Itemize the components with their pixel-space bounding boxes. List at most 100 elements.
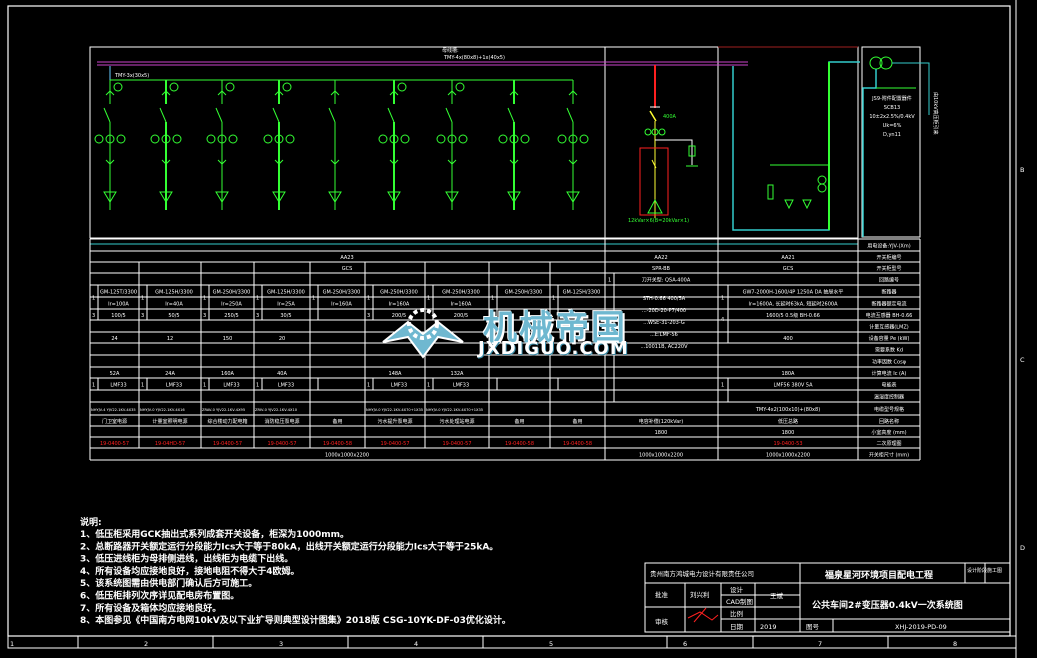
feeder-9 [557,80,589,210]
circuit-name: 综合楼动力配电箱 [207,418,247,425]
current-transformer-icon [150,134,160,144]
note-item: 6、低压柜排列次序详见配电房布置图。 [80,590,239,602]
current-transformer-icon [400,134,410,144]
breaker-rating: Ir=160A [331,301,352,307]
circuit-name: 低压总路 [778,418,798,425]
system-table: 用电设备:YJV-(Xm) 开关柜编号开关柜型号回路编号断路器断路器额定电流电流互… [89,238,921,461]
title-block [644,562,1011,633]
ct-ratio: 1600/5 0.5级 BH-0.66 [766,312,820,319]
schematic-frame [89,46,921,239]
breaker-model: GM-125H/3300 [155,289,193,295]
note-item: 1、低压柜采用GCK抽出式系列成套开关设备，柜深为1000mm。 [80,528,349,540]
zone-label-bottom: 4 [414,640,418,648]
compartment-height: 1800 [655,430,668,436]
circuit-name: 电容补偿(120kVar) [639,418,684,425]
cabinet-size: 1000x1000x2200 [325,452,369,458]
zone-label-bottom: 5 [549,640,553,648]
ct-ratio: 50/5 [168,313,179,319]
breaker-model: GM-125H/3300 [563,289,601,295]
calculated-current: 132A [451,371,465,377]
row-label: 开关柜型号 [876,265,901,272]
cad-label: CAD制图 [726,597,753,606]
circuit-name: 污水提升泵电源 [377,418,412,425]
energy-meter: LMF33 [278,382,294,388]
busbar-spec: TMY-4x(80x8)+1x(40x5) [443,55,505,61]
ct-qty: 4 [721,317,724,323]
row-label: 小室高度 (mm) [871,429,906,436]
zone-label-right: B [1020,166,1024,174]
installed-capacity: 400 [783,336,793,342]
cable-spec: TMY-4x2(100x10)+(80x8) [755,407,820,413]
row-label: 回路名称 [879,418,899,425]
feeder-7 [436,80,468,210]
row-label: 计算电流 Ic (A) [872,370,907,377]
review-label: 审核 [655,617,669,626]
calculated-current: 180A [782,371,796,377]
switch-icon [215,107,223,123]
capacitor-detail: ...10011B, AC220V [640,344,688,350]
ct-ratio: 200/5 [392,313,406,319]
current-transformer-icon [116,134,126,144]
switch-icon [445,107,453,123]
current-transformer-icon [557,134,567,144]
current-transformer-icon [498,134,508,144]
project-name: 福泉星河环境项目配电工程 [824,569,933,581]
table-grid [89,238,921,461]
breaker-model: GM-125H/3300 [267,289,305,295]
switch-icon [159,107,167,123]
current-transformer-icon [217,134,227,144]
meter-qty: 1 [141,382,144,388]
capacitor-detail: ...E:LMF-56 [650,332,678,338]
breaker-qty: 1 [367,295,370,301]
ammeter-icon [282,82,292,92]
plug-icon [217,90,227,96]
breaker-model: GM-250H/3300 [380,289,418,295]
cabinet-number: AA23 [340,255,353,261]
current-transformer-icon [94,134,104,144]
current-transformer-icon [447,134,457,144]
plug-icon [161,90,171,96]
approver-name: 刘兴利 [690,590,710,599]
row-label: 断路器额定电流 [871,300,906,307]
secondary-diagram: 19-0400-58 [563,441,592,447]
cabinet-type: GCS [783,266,794,272]
cable-spec: NHYJV-0 YJV22-1KV-4X16 [140,408,185,412]
breaker-qty: 1 [552,295,555,301]
circuit-name: 备用 [514,418,524,425]
breaker-qty: 1 [491,295,494,301]
breaker-rating: Ir=250A [221,301,242,307]
transformer-feed-label: 由10kV高压柜引来 [932,92,939,135]
cable-spec: NHYJV-0 YJV22-1KV-4X70+1X35 [426,408,483,412]
plug-icon [568,90,578,96]
designer-name: 王斌 [770,591,784,600]
row-label: 开关柜编号 [876,254,901,261]
notes-title: 说明: [80,516,102,528]
compartment-height: 1800 [782,430,795,436]
cable-outlet-icon [566,191,580,203]
plug-icon [509,90,519,96]
row-label: 用电设备:YJV-(Xm) [867,242,910,249]
row-label: 断路器 [881,288,896,295]
current-transformer-icon [285,134,295,144]
cable-outlet-icon [445,191,459,203]
row-label: 温湿度控制器 [874,393,904,400]
circuit-name: 计量室照明电源 [152,418,187,425]
cabinet-size: 1000x1000x2200 [766,452,810,458]
row-label: 计量互感器(LMZ) [869,323,908,330]
busbar-label: 母线槽: [442,47,459,54]
row-label: 功率因数 Cosφ [872,358,907,365]
feeder-2 [150,80,182,210]
row-label: 电能表 [881,381,896,388]
scale-label: 比例 [730,609,743,618]
approve-label: 批准 [655,590,669,599]
cable-outlet-icon [215,191,229,203]
secondary-diagram: 19-04HD-57 [155,441,185,447]
switch-qty: 1 [608,277,611,283]
row-label: 电缆型号规格 [874,406,904,413]
plug-icon [389,90,399,96]
ct-ratio: 200/5 [454,313,468,319]
ammeter-icon [455,82,465,92]
zone-label-bottom: 1 [10,640,14,648]
plug-icon [330,90,340,96]
